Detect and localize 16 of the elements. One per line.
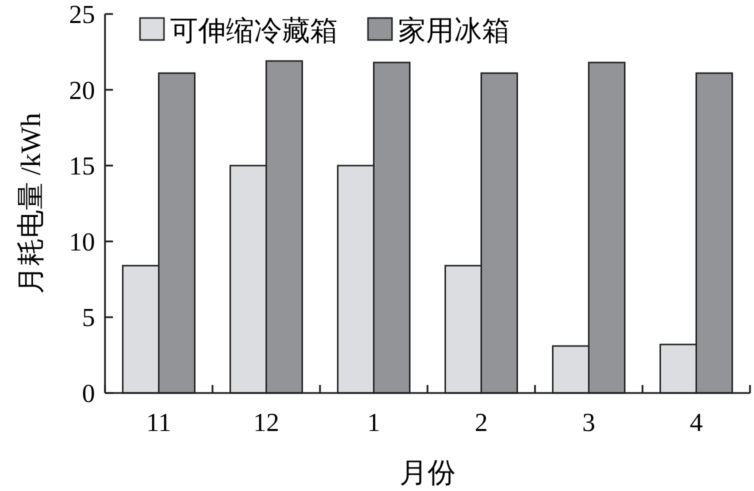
y-tick-label: 25 — [69, 0, 95, 29]
y-tick-label: 10 — [69, 227, 95, 256]
legend-label: 家用冰箱 — [398, 16, 510, 47]
x-tick-label: 4 — [690, 408, 703, 437]
y-tick-label: 5 — [82, 303, 95, 332]
y-tick-label: 20 — [69, 76, 95, 105]
y-tick-label: 15 — [69, 152, 95, 181]
y-tick-label: 0 — [82, 379, 95, 408]
x-axis-title: 月份 — [400, 458, 456, 489]
x-tick-label: 2 — [474, 408, 488, 437]
y-axis-title: 月耗电量 /kWh — [16, 112, 47, 294]
x-tick-label: 3 — [582, 408, 596, 437]
x-tick-label: 12 — [253, 408, 280, 437]
legend-label: 可伸缩冷藏箱 — [170, 16, 338, 47]
x-tick-label: 11 — [146, 408, 172, 437]
x-tick-label: 1 — [367, 408, 380, 437]
